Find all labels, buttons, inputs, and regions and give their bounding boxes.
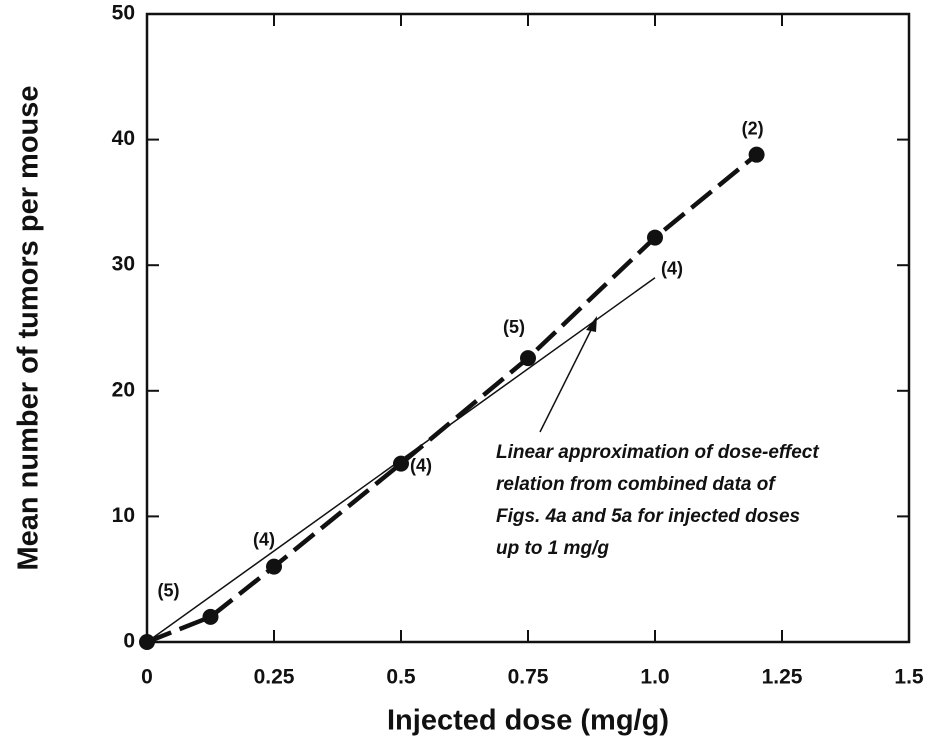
data-point [393, 455, 409, 472]
annotation: Linear approximation of dose-effect [496, 442, 819, 463]
x-tick-label: 1.5 [894, 666, 924, 689]
y-tick-label: 20 [112, 378, 135, 401]
point-label: (4) [661, 258, 683, 278]
point-label: (2) [742, 118, 764, 138]
data-point [647, 229, 663, 246]
x-tick-label: 0.5 [386, 666, 416, 689]
data-point [139, 634, 155, 650]
y-tick-label: 50 [112, 2, 135, 25]
data-point [748, 146, 765, 163]
y-tick-label: 40 [112, 127, 135, 150]
data-point [202, 608, 219, 625]
annotation: up to 1 mg/g [496, 538, 609, 559]
y-tick-label: 10 [112, 504, 135, 527]
series-line [146, 152, 759, 645]
y-tick-label: 0 [123, 630, 135, 653]
data-point [266, 558, 282, 575]
annotation-arrow [539, 319, 597, 433]
x-tick-label: 0.25 [254, 666, 295, 689]
point-label: (4) [253, 529, 275, 549]
point-label: (4) [410, 455, 432, 475]
x-tick-label: 1.0 [640, 666, 669, 689]
point-label: (5) [158, 581, 180, 601]
annotation: Figs. 4a and 5a for injected doses [496, 506, 800, 527]
point-label: (5) [503, 317, 525, 337]
y-axis-title: Mean number of tumors per mouse [13, 85, 45, 570]
x-tick-label: 0.75 [508, 666, 549, 689]
x-tick-label: 1.25 [762, 666, 803, 689]
annotation: relation from combined data of [496, 474, 776, 495]
y-tick-label: 30 [112, 253, 135, 276]
data-point [520, 350, 536, 367]
x-tick-label: 0 [141, 666, 153, 689]
x-axis-title: Injected dose (mg/g) [387, 705, 669, 737]
